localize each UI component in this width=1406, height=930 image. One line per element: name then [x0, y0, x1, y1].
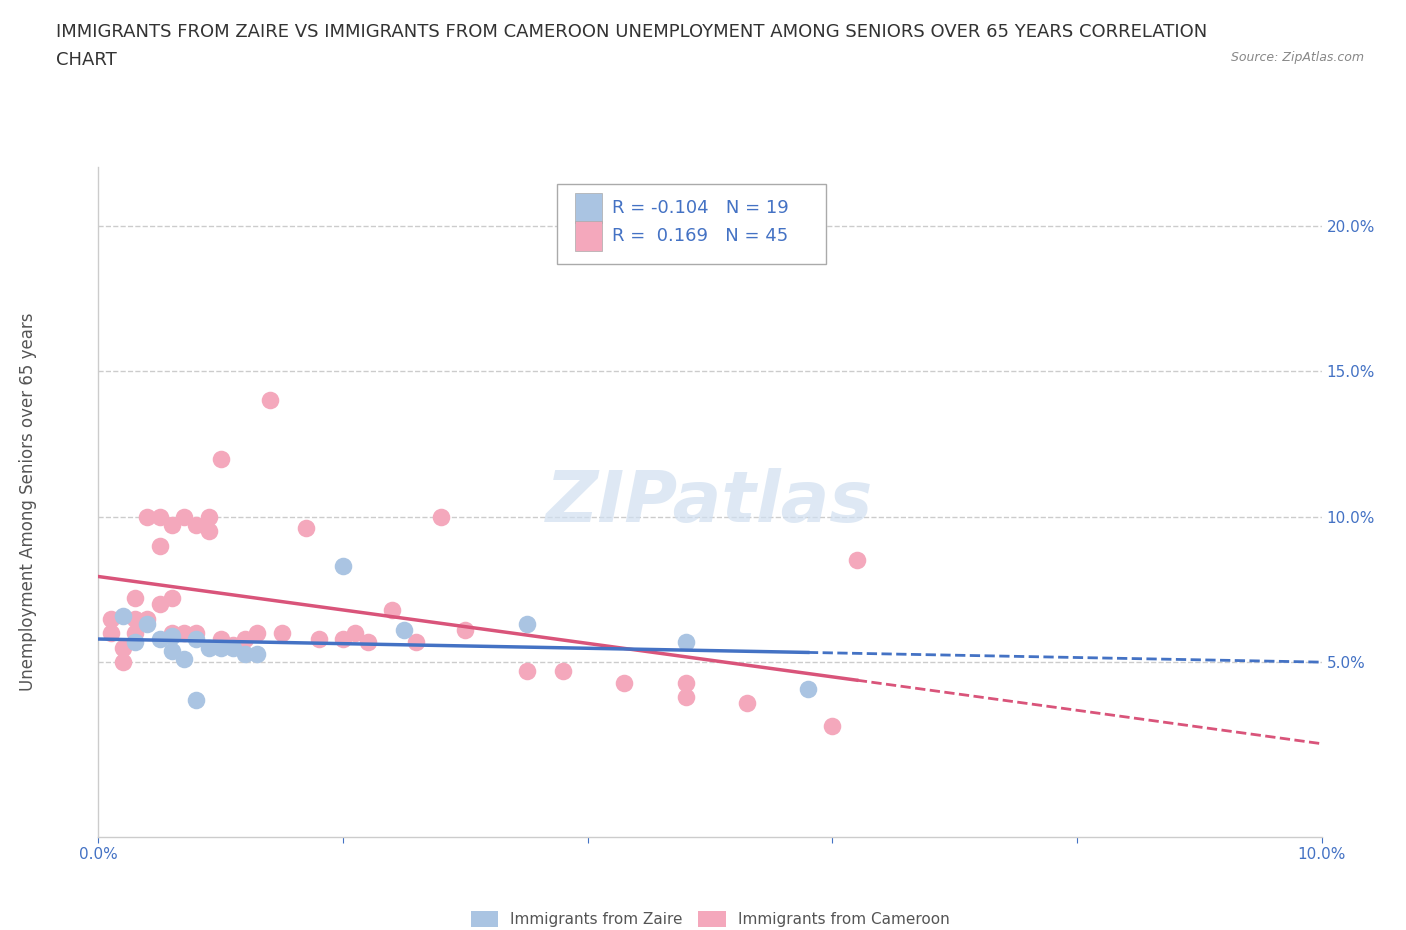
Text: R =  0.169   N = 45: R = 0.169 N = 45 [612, 227, 789, 245]
Point [270, 626, 292, 641]
Point [675, 675, 697, 690]
Point [136, 510, 159, 525]
Point [111, 655, 134, 670]
Point [160, 626, 183, 641]
Point [160, 518, 183, 533]
Point [308, 631, 330, 646]
Point [197, 510, 219, 525]
Text: ZIPatlas: ZIPatlas [547, 468, 873, 537]
Text: Source: ZipAtlas.com: Source: ZipAtlas.com [1230, 51, 1364, 64]
Point [136, 611, 159, 626]
Point [186, 693, 208, 708]
Point [173, 652, 195, 667]
Point [149, 510, 172, 525]
FancyBboxPatch shape [557, 184, 827, 264]
Point [553, 664, 575, 679]
Point [821, 719, 844, 734]
Point [356, 634, 378, 649]
Point [111, 608, 134, 623]
Point [675, 634, 697, 649]
Point [675, 690, 697, 705]
Point [173, 510, 195, 525]
Point [124, 626, 146, 641]
Point [222, 637, 245, 652]
Point [209, 641, 232, 656]
Point [222, 641, 245, 656]
Point [430, 510, 453, 525]
Point [332, 631, 354, 646]
Point [454, 623, 477, 638]
Text: IMMIGRANTS FROM ZAIRE VS IMMIGRANTS FROM CAMEROON UNEMPLOYMENT AMONG SENIORS OVE: IMMIGRANTS FROM ZAIRE VS IMMIGRANTS FROM… [56, 23, 1208, 41]
Point [124, 611, 146, 626]
Point [246, 646, 269, 661]
Point [209, 631, 232, 646]
Point [100, 626, 122, 641]
Bar [575, 193, 602, 222]
Point [845, 553, 868, 568]
Point [797, 681, 820, 696]
Point [160, 644, 183, 658]
Text: CHART: CHART [56, 51, 117, 69]
Point [149, 597, 172, 612]
Point [124, 634, 146, 649]
Point [381, 603, 404, 618]
Point [246, 626, 269, 641]
Point [209, 451, 232, 466]
Point [259, 392, 281, 407]
Point [392, 623, 416, 638]
Point [197, 641, 219, 656]
Legend: Immigrants from Zaire, Immigrants from Cameroon: Immigrants from Zaire, Immigrants from C… [464, 905, 956, 930]
Point [111, 641, 134, 656]
Point [516, 664, 538, 679]
Point [197, 524, 219, 538]
Point [332, 559, 354, 574]
Point [613, 675, 636, 690]
Point [295, 521, 318, 536]
Text: Unemployment Among Seniors over 65 years: Unemployment Among Seniors over 65 years [20, 313, 37, 691]
Point [100, 611, 122, 626]
Point [160, 629, 183, 644]
Point [233, 646, 256, 661]
Text: R = -0.104   N = 19: R = -0.104 N = 19 [612, 199, 789, 217]
Point [160, 591, 183, 605]
Point [186, 518, 208, 533]
Bar [575, 220, 602, 251]
Point [405, 634, 427, 649]
Point [186, 631, 208, 646]
Point [233, 631, 256, 646]
Point [149, 538, 172, 553]
Point [516, 617, 538, 631]
Point [735, 696, 758, 711]
Point [186, 626, 208, 641]
Point [124, 591, 146, 605]
Point [344, 626, 367, 641]
Point [149, 631, 172, 646]
Point [136, 617, 159, 631]
Point [173, 626, 195, 641]
